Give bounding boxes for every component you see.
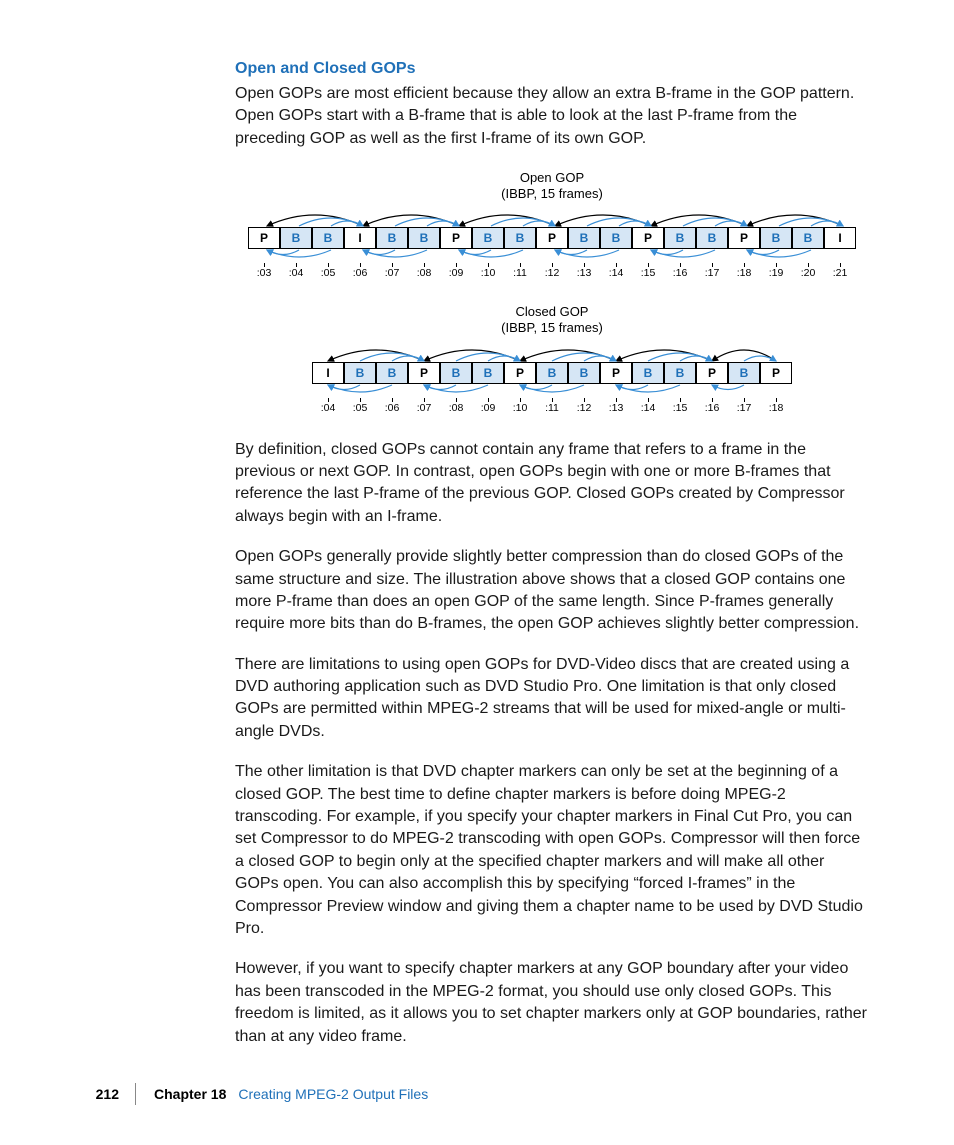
page-number: 212: [0, 1086, 135, 1102]
arrow-svg-top-open: [235, 201, 875, 227]
frame-cell: I: [344, 227, 376, 249]
tick-label: :12: [536, 267, 568, 279]
tick-label: :07: [408, 402, 440, 414]
frame-cell: P: [440, 227, 472, 249]
open-gop-title-line1: Open GOP: [520, 170, 584, 185]
frame-cell: B: [376, 227, 408, 249]
paragraph-6: However, if you want to specify chapter …: [235, 958, 869, 1048]
tick-label: :11: [504, 267, 536, 279]
arrow-svg-top-closed: [292, 336, 812, 362]
open-gop-top-arrows: [235, 201, 869, 227]
paragraph-1: Open GOPs are most efficient because the…: [235, 83, 869, 150]
tick-label: :11: [536, 402, 568, 414]
frame-cell: P: [536, 227, 568, 249]
frame-cell: B: [312, 227, 344, 249]
frame-cell: B: [664, 362, 696, 384]
tick-label: :14: [632, 402, 664, 414]
tick-label: :07: [376, 267, 408, 279]
frame-cell: B: [728, 362, 760, 384]
frame-cell: B: [792, 227, 824, 249]
frame-cell: B: [504, 227, 536, 249]
chapter-title: Creating MPEG-2 Output Files: [238, 1086, 428, 1102]
closed-gop-frames: IBBPBBPBBPBBPBP: [235, 362, 869, 384]
tick-label: :15: [632, 267, 664, 279]
frame-cell: B: [632, 362, 664, 384]
frame-cell: B: [760, 227, 792, 249]
closed-gop-diagram: Closed GOP (IBBP, 15 frames) IBBPBBPBBPB…: [235, 304, 869, 413]
frame-cell: B: [440, 362, 472, 384]
frame-cell: P: [696, 362, 728, 384]
frame-cell: B: [600, 227, 632, 249]
closed-gop-ticks: :04:05:06:07:08:09:10:11:12:13:14:15:16:…: [235, 402, 869, 414]
frame-cell: B: [568, 227, 600, 249]
tick-label: :20: [792, 267, 824, 279]
open-gop-frames: PBBIBBPBBPBBPBBPBBI: [235, 227, 869, 249]
page: Open and Closed GOPs Open GOPs are most …: [0, 0, 954, 1145]
frame-cell: B: [344, 362, 376, 384]
frame-cell: P: [632, 227, 664, 249]
tick-label: :05: [344, 402, 376, 414]
chapter-label: Chapter 18: [154, 1086, 226, 1102]
frame-cell: P: [248, 227, 280, 249]
tick-label: :03: [248, 267, 280, 279]
tick-label: :04: [312, 402, 344, 414]
frame-cell: B: [376, 362, 408, 384]
frame-cell: I: [312, 362, 344, 384]
closed-gop-title: Closed GOP (IBBP, 15 frames): [235, 304, 869, 335]
tick-label: :13: [600, 402, 632, 414]
tick-label: :14: [600, 267, 632, 279]
frame-cell: P: [408, 362, 440, 384]
frame-cell: B: [536, 362, 568, 384]
tick-label: :17: [696, 267, 728, 279]
frame-cell: B: [472, 362, 504, 384]
closed-gop-title-line1: Closed GOP: [516, 304, 589, 319]
tick-label: :18: [728, 267, 760, 279]
open-gop-ticks: :03:04:05:06:07:08:09:10:11:12:13:14:15:…: [235, 267, 869, 279]
frame-cell: B: [696, 227, 728, 249]
tick-label: :21: [824, 267, 856, 279]
frame-cell: P: [760, 362, 792, 384]
tick-label: :19: [760, 267, 792, 279]
paragraph-2: By definition, closed GOPs cannot contai…: [235, 439, 869, 529]
arrow-svg-bot-open: [235, 249, 875, 265]
closed-gop-title-line2: (IBBP, 15 frames): [501, 320, 603, 335]
tick-label: :08: [440, 402, 472, 414]
frame-cell: P: [728, 227, 760, 249]
tick-label: :09: [440, 267, 472, 279]
tick-label: :10: [504, 402, 536, 414]
frame-cell: I: [824, 227, 856, 249]
frame-cell: P: [504, 362, 536, 384]
paragraph-3: Open GOPs generally provide slightly bet…: [235, 546, 869, 636]
frame-cell: B: [408, 227, 440, 249]
tick-label: :10: [472, 267, 504, 279]
tick-label: :04: [280, 267, 312, 279]
tick-label: :15: [664, 402, 696, 414]
frame-cell: B: [280, 227, 312, 249]
tick-label: :16: [696, 402, 728, 414]
tick-label: :06: [376, 402, 408, 414]
frame-cell: B: [568, 362, 600, 384]
tick-label: :17: [728, 402, 760, 414]
tick-label: :06: [344, 267, 376, 279]
frame-cell: P: [600, 362, 632, 384]
open-gop-diagram: Open GOP (IBBP, 15 frames) PBBIBBPBBPBBP…: [235, 170, 869, 279]
tick-label: :13: [568, 267, 600, 279]
tick-label: :08: [408, 267, 440, 279]
tick-label: :16: [664, 267, 696, 279]
frame-cell: B: [472, 227, 504, 249]
footer-divider: [135, 1083, 136, 1105]
tick-label: :12: [568, 402, 600, 414]
tick-label: :18: [760, 402, 792, 414]
section-heading: Open and Closed GOPs: [235, 60, 869, 78]
closed-gop-top-arrows: [235, 336, 869, 362]
frame-cell: B: [664, 227, 696, 249]
paragraph-5: The other limitation is that DVD chapter…: [235, 761, 869, 940]
open-gop-title-line2: (IBBP, 15 frames): [501, 186, 603, 201]
page-footer: 212 Chapter 18 Creating MPEG-2 Output Fi…: [0, 1083, 954, 1105]
tick-label: :05: [312, 267, 344, 279]
tick-label: :09: [472, 402, 504, 414]
open-gop-title: Open GOP (IBBP, 15 frames): [235, 170, 869, 201]
paragraph-4: There are limitations to using open GOPs…: [235, 654, 869, 744]
